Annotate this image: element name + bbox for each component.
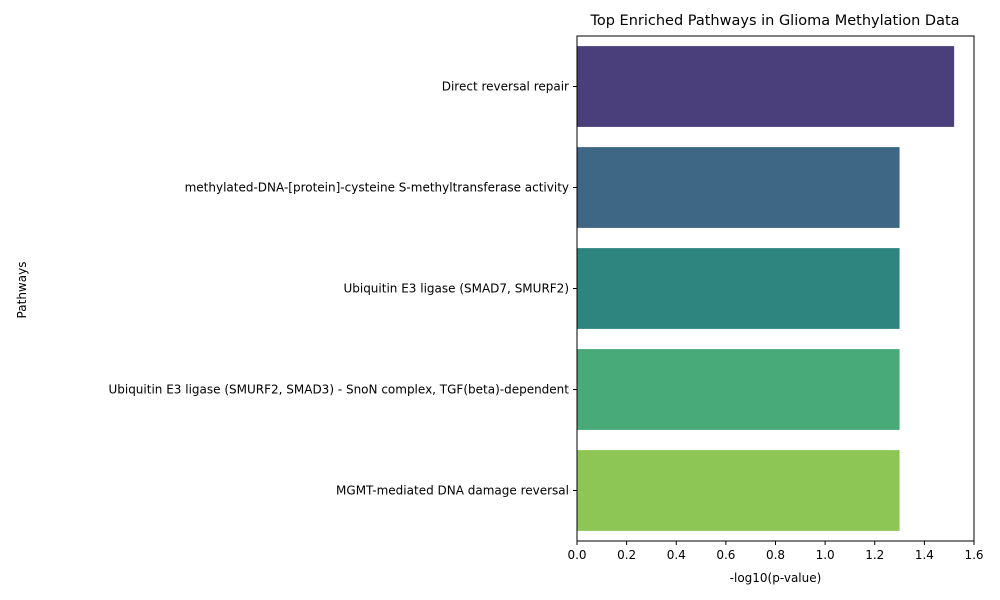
y-tick-labels: Direct reversal repair methylated-DNA-[pr…	[108, 80, 577, 498]
x-tick-label: 0.6	[716, 548, 735, 562]
x-tick-label: 0.8	[766, 548, 785, 562]
bar	[577, 147, 900, 228]
x-tick-label: 1.0	[816, 548, 835, 562]
y-tick-label: methylated-DNA-[protein]-cysteine S-meth…	[185, 181, 569, 195]
x-tick-label: 0.4	[667, 548, 686, 562]
y-tick-label: MGMT-mediated DNA damage reversal	[336, 484, 569, 498]
plot-frame	[576, 35, 975, 542]
bar	[577, 46, 955, 127]
x-ticks: 0.0 0.2 0.4 0.6 0.8 1.0 1.2 1.4 1.6	[567, 541, 984, 562]
y-tick-label: Ubiquitin E3 ligase (SMURF2, SMAD3) - Sn…	[108, 383, 569, 397]
x-axis-label: -log10(p-value)	[730, 571, 822, 585]
x-tick-label: 1.2	[865, 548, 884, 562]
x-tick-label: 1.4	[915, 548, 934, 562]
y-axis-label: Pathways	[15, 262, 29, 319]
x-tick-label: 0.0	[567, 548, 586, 562]
x-tick-label: 1.6	[964, 548, 983, 562]
bars-group	[577, 46, 955, 531]
bar	[577, 450, 900, 531]
x-tick-label: 0.2	[617, 548, 636, 562]
bar	[577, 248, 900, 329]
y-tick-label: Ubiquitin E3 ligase (SMAD7, SMURF2)	[343, 282, 569, 296]
y-tick-label: Direct reversal repair	[442, 80, 569, 94]
bar	[577, 349, 900, 430]
chart-title: Top Enriched Pathways in Glioma Methylat…	[589, 13, 959, 29]
